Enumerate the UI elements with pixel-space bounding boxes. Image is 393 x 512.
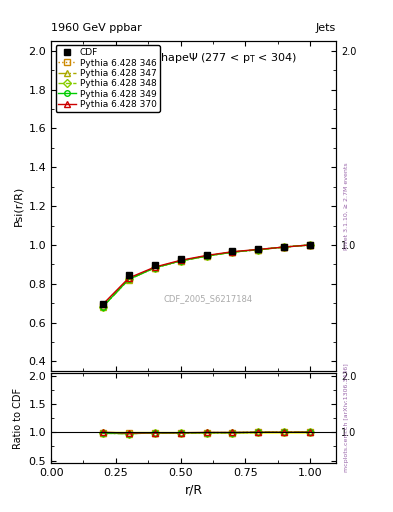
Text: Jets: Jets — [316, 23, 336, 33]
Y-axis label: Psi(r/R): Psi(r/R) — [13, 186, 23, 226]
Legend: CDF, Pythia 6.428 346, Pythia 6.428 347, Pythia 6.428 348, Pythia 6.428 349, Pyt: CDF, Pythia 6.428 346, Pythia 6.428 347,… — [55, 46, 160, 112]
X-axis label: r/R: r/R — [184, 484, 203, 497]
Text: CDF_2005_S6217184: CDF_2005_S6217184 — [163, 294, 252, 303]
Text: 1960 GeV ppbar: 1960 GeV ppbar — [51, 23, 142, 33]
Y-axis label: Ratio to CDF: Ratio to CDF — [13, 388, 23, 449]
Text: mcplots.cern.ch [arXiv:1306.3436]: mcplots.cern.ch [arXiv:1306.3436] — [344, 364, 349, 473]
Text: Rivet 3.1.10, ≥ 2.7M events: Rivet 3.1.10, ≥ 2.7M events — [344, 162, 349, 250]
Text: Integral jet shape$\Psi$ (277 < p$_\mathrm{T}$ < 304): Integral jet shape$\Psi$ (277 < p$_\math… — [90, 51, 297, 65]
